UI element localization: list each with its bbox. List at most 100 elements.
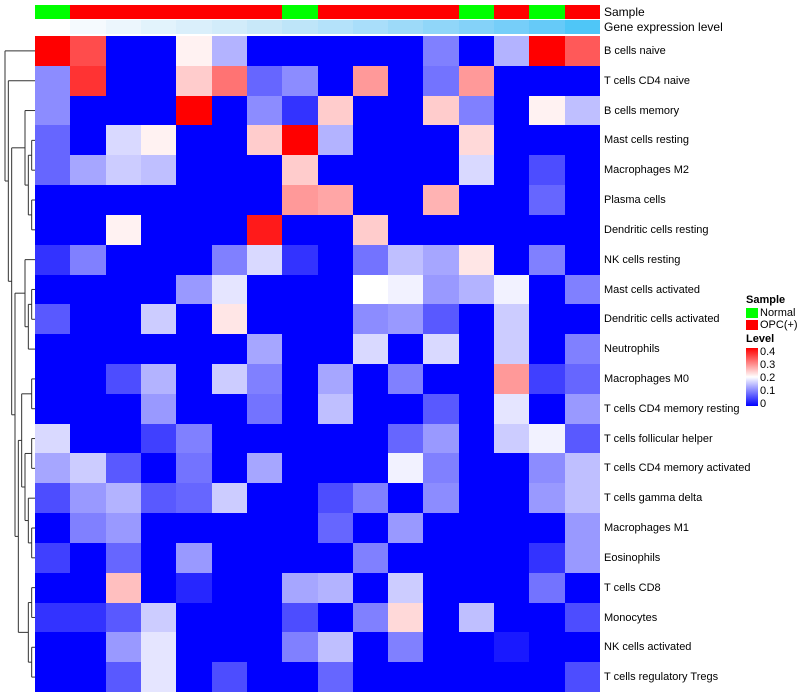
heatmap-cell — [458, 155, 495, 186]
heatmap-cell — [282, 423, 318, 454]
heatmap-cell — [458, 304, 495, 335]
heatmap-cell — [211, 95, 247, 126]
heatmap-cell — [494, 244, 530, 275]
legend-tick-0.4: 0.4 — [760, 346, 776, 358]
heatmap-cell — [352, 513, 389, 543]
row-label: Plasma cells — [604, 194, 666, 207]
heatmap-cell — [352, 304, 389, 335]
heatmap-cell — [352, 125, 389, 156]
sample-annotation-cell — [494, 5, 530, 19]
heatmap-cell — [176, 483, 212, 514]
heatmap-cell — [317, 542, 353, 573]
heatmap-cell — [529, 632, 565, 663]
heatmap-cell — [176, 125, 212, 156]
heatmap-cell — [211, 364, 247, 394]
gene-expression-annotation-cell — [140, 20, 177, 34]
heatmap-cell — [423, 214, 459, 245]
heatmap-cell — [105, 304, 141, 335]
heatmap-cell — [423, 155, 459, 186]
row-label: NK cells activated — [604, 641, 692, 654]
heatmap-cell — [70, 602, 106, 633]
gene-expression-annotation-cell — [529, 20, 565, 34]
heatmap-cell — [494, 95, 530, 126]
heatmap-cell — [388, 185, 424, 215]
heatmap-cell — [176, 36, 212, 66]
gene-expression-annotation-cell — [70, 20, 106, 34]
heatmap-cell — [317, 214, 353, 245]
heatmap-cell — [246, 602, 283, 633]
heatmap-cell — [317, 36, 353, 66]
heatmap-cell — [494, 125, 530, 156]
heatmap-cell — [282, 483, 318, 514]
heatmap-cell — [388, 572, 424, 603]
heatmap-cell — [388, 632, 424, 663]
row-label: T cells regulatory Tregs — [604, 671, 719, 684]
heatmap-cell — [282, 513, 318, 543]
heatmap-cell — [494, 65, 530, 96]
heatmap-cell — [388, 274, 424, 305]
gene-expression-annotation-cell — [211, 20, 247, 34]
heatmap-cell — [282, 65, 318, 96]
heatmap-cell — [176, 662, 212, 692]
heatmap-cell — [564, 602, 600, 633]
heatmap-cell — [70, 65, 106, 96]
heatmap-cell — [35, 453, 71, 484]
heatmap-cell — [494, 513, 530, 543]
heatmap-cell — [352, 423, 389, 454]
heatmap-cell — [494, 274, 530, 305]
heatmap-cell — [105, 65, 141, 96]
row-label: Dendritic cells resting — [604, 223, 709, 236]
heatmap-cell — [176, 364, 212, 394]
heatmap-cell — [564, 572, 600, 603]
heatmap-cell — [246, 393, 283, 424]
heatmap-cell — [317, 662, 353, 692]
heatmap-cell — [140, 393, 177, 424]
heatmap-cell — [140, 244, 177, 275]
heatmap-cell — [211, 453, 247, 484]
heatmap-cell — [176, 572, 212, 603]
heatmap-cell — [140, 632, 177, 663]
heatmap-cell — [176, 214, 212, 245]
heatmap-cell — [282, 572, 318, 603]
heatmap-cell — [388, 602, 424, 633]
heatmap-cell — [176, 334, 212, 364]
legend-tick-0.1: 0.1 — [760, 385, 776, 397]
heatmap-cell — [282, 304, 318, 335]
heatmap-cell — [70, 632, 106, 663]
heatmap-cell — [352, 244, 389, 275]
row-label: Dendritic cells activated — [604, 313, 720, 326]
heatmap-cell — [282, 364, 318, 394]
heatmap-cell — [352, 185, 389, 215]
heatmap-cell — [282, 155, 318, 186]
heatmap-cell — [246, 65, 283, 96]
heatmap-cell — [105, 513, 141, 543]
heatmap-cell — [494, 155, 530, 186]
row-label: Macrophages M0 — [604, 373, 689, 385]
heatmap-cell — [317, 393, 353, 424]
heatmap-cell — [388, 244, 424, 275]
heatmap-cell — [564, 393, 600, 424]
heatmap-cell — [211, 334, 247, 364]
heatmap-cell — [388, 393, 424, 424]
heatmap-cell — [105, 36, 141, 66]
heatmap-cell — [246, 214, 283, 245]
sample-annotation-cell — [529, 5, 565, 19]
heatmap-grid — [35, 36, 600, 692]
heatmap-cell — [140, 274, 177, 305]
row-label: Monocytes — [604, 611, 658, 624]
heatmap-cell — [176, 274, 212, 305]
heatmap-cell — [176, 185, 212, 215]
heatmap-cell — [70, 36, 106, 66]
heatmap-cell — [458, 125, 495, 156]
heatmap-cell — [388, 214, 424, 245]
sample-annotation-cell — [105, 5, 141, 19]
heatmap-cell — [105, 185, 141, 215]
sample-annotation-cell — [317, 5, 353, 19]
sample-annotation-bar — [35, 5, 600, 19]
heatmap-cell — [211, 393, 247, 424]
heatmap-cell — [317, 155, 353, 186]
heatmap-cell — [494, 662, 530, 692]
heatmap-cell — [35, 125, 71, 156]
heatmap-cell — [211, 125, 247, 156]
heatmap-cell — [246, 125, 283, 156]
